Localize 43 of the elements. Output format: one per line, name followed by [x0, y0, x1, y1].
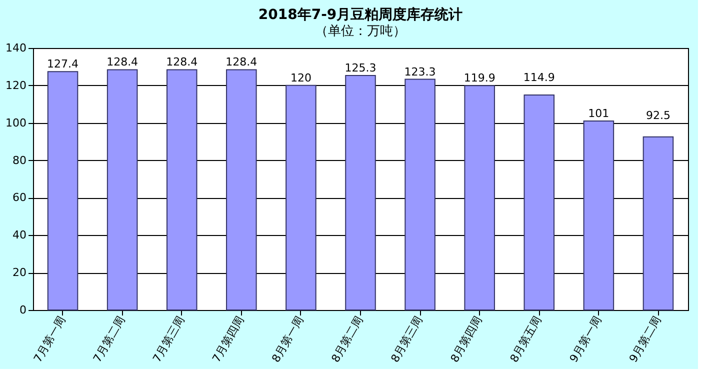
y-tick-label: 40	[12, 228, 26, 242]
bar	[47, 71, 78, 310]
bar	[106, 69, 138, 310]
y-tick-label: 0	[20, 304, 26, 316]
x-tick-label: 8月第三周	[388, 314, 426, 365]
bar	[404, 78, 436, 310]
bar	[524, 94, 555, 310]
data-label: 92.5	[646, 108, 670, 122]
y-tick-label: 120	[6, 78, 26, 92]
bar	[345, 75, 376, 310]
chart-title: 2018年7-9月豆粕周度库存统计	[258, 6, 463, 23]
data-label: 120	[290, 71, 312, 84]
x-tick-label: 9月第一周	[567, 314, 604, 365]
x-tick-label: 7月第三周	[150, 314, 188, 365]
y-tick-label: 20	[12, 266, 26, 280]
x-tick-label: 7月第一周	[31, 314, 68, 365]
chart-subtitle: （单位：万吨）	[315, 24, 406, 39]
data-label: 128.4	[166, 56, 198, 69]
bar	[583, 120, 614, 310]
x-tick-label: 7月第二周	[90, 314, 128, 365]
bar	[464, 85, 495, 310]
bar	[226, 69, 257, 310]
x-tick-label: 8月第一周	[269, 314, 306, 365]
data-label: 123.3	[404, 65, 436, 78]
x-tick-label: 8月第四周	[448, 314, 485, 365]
x-tick-label: 8月第二周	[328, 314, 366, 365]
data-label: 125.3	[344, 62, 376, 75]
data-label: 127.4	[47, 58, 79, 71]
data-label: 114.9	[523, 70, 555, 84]
y-tick-label: 60	[12, 191, 26, 204]
x-tick-label: 9月第二周	[626, 314, 664, 365]
x-tick-label: 7月第四周	[210, 314, 247, 365]
bar	[642, 136, 674, 310]
data-label: 101	[588, 106, 610, 120]
data-label: 128.4	[106, 56, 138, 69]
data-label: 119.9	[464, 72, 496, 85]
x-tick-label: 8月第五周	[508, 314, 544, 365]
bar	[166, 69, 198, 310]
y-tick-label: 140	[6, 42, 26, 54]
y-tick-label: 100	[6, 116, 26, 130]
bar	[286, 84, 316, 310]
y-tick-label: 80	[12, 154, 26, 167]
data-label: 128.4	[226, 56, 258, 69]
